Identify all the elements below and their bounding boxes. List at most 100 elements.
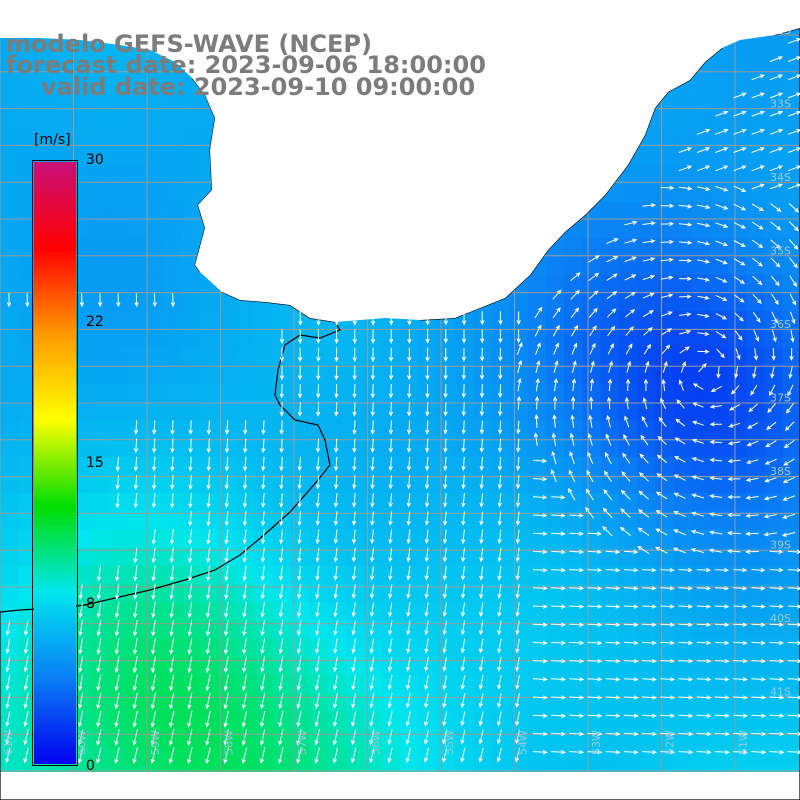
wind-cell [145, 384, 165, 403]
wind-arrowhead [461, 557, 466, 563]
wind-cell [309, 566, 329, 585]
wind-cell [564, 365, 583, 385]
wind-arrow [407, 565, 411, 580]
wind-cell [764, 438, 784, 458]
wind-arrowhead [591, 342, 596, 348]
wind-cell [455, 693, 474, 713]
wind-cell [782, 420, 800, 440]
wind-arrowhead [351, 721, 356, 728]
wind-cell [746, 38, 765, 57]
wind-arrowhead [589, 396, 594, 402]
wind-arrow [135, 438, 138, 453]
wind-arrowhead [151, 631, 156, 637]
wind-cell [382, 475, 401, 494]
wind-cell [582, 566, 602, 585]
wind-cell [145, 529, 165, 549]
wind-cell [764, 183, 784, 203]
wind-arrowhead [23, 630, 29, 636]
wind-arrow [535, 433, 538, 447]
wind-cell [236, 675, 256, 694]
wind-arrowhead [670, 749, 676, 755]
colorbar-tick-label: 15 [86, 455, 104, 471]
wind-cell [91, 693, 110, 713]
wind-cell [200, 456, 219, 476]
wind-arrow [206, 638, 211, 654]
wind-arrow [678, 732, 693, 735]
wind-arrowhead [554, 342, 559, 348]
wind-cell [18, 56, 37, 76]
wind-arrow [499, 493, 502, 507]
wind-cell [0, 693, 19, 713]
wind-arrow [569, 550, 583, 553]
wind-arrow [6, 692, 11, 708]
wind-cell [182, 311, 201, 330]
wind-arrow [551, 514, 565, 517]
wind-arrowhead [260, 685, 265, 692]
wind-arrowhead [515, 702, 520, 709]
wind-cell [309, 675, 329, 694]
wind-arrowhead [633, 549, 639, 555]
wind-arrowhead [406, 557, 411, 563]
wind-cell [418, 511, 438, 531]
wind-arrowhead [633, 713, 639, 718]
wind-arrow [79, 620, 83, 636]
wind-arrowhead [573, 342, 578, 348]
wind-arrowhead [746, 459, 752, 464]
wind-arrowhead [315, 448, 321, 454]
wind-arrowhead [579, 622, 585, 627]
wind-cell [691, 511, 711, 531]
wind-cell [254, 693, 274, 713]
wind-cell [782, 220, 800, 239]
wind-arrowhead [388, 393, 394, 399]
wind-arrowhead [579, 695, 585, 700]
wind-cell [527, 311, 547, 330]
wind-arrowhead [443, 375, 448, 381]
wind-arrowhead [5, 667, 10, 673]
wind-cell [746, 620, 765, 640]
wind-arrow [115, 747, 120, 763]
wind-cell [546, 438, 565, 458]
wind-cell [145, 202, 165, 221]
wind-arrowhead [560, 549, 566, 555]
wind-arrowhead [759, 74, 765, 79]
wind-cell [0, 711, 19, 731]
wind-arrowhead [615, 749, 621, 755]
wind-arrow [787, 641, 800, 644]
wind-arrow [315, 710, 320, 727]
latitude-label: 35S [770, 245, 791, 258]
wind-arrow [24, 729, 29, 745]
wind-arrowhead [535, 377, 540, 384]
wind-cell [127, 111, 147, 130]
wind-arrow [352, 583, 356, 598]
wind-arrow [696, 222, 710, 227]
wind-arrowhead [498, 338, 503, 344]
wind-arrow [261, 583, 265, 599]
wind-cell [782, 456, 800, 476]
wind-arrowhead [551, 450, 556, 456]
wind-arrowhead [691, 475, 697, 480]
wind-arrow [207, 565, 211, 581]
wind-cell [163, 92, 183, 112]
wind-arrowhead [316, 320, 321, 326]
wind-arrowhead [369, 739, 374, 746]
wind-arrow [752, 311, 761, 323]
wind-cell [418, 566, 438, 585]
wind-arrow [462, 584, 466, 598]
wind-arrowhead [188, 539, 193, 545]
wind-arrowhead [460, 575, 466, 581]
wind-cell [145, 584, 165, 603]
wind-arrow [770, 221, 781, 231]
wind-arrow [733, 129, 746, 135]
wind-arrow [728, 550, 741, 553]
wind-cell [309, 547, 329, 567]
wind-cell [236, 711, 256, 731]
wind-cell [145, 92, 165, 112]
wind-arrow [787, 569, 800, 571]
wind-arrowhead [533, 432, 539, 438]
wind-arrow [333, 729, 339, 745]
wind-arrowhead [406, 648, 411, 654]
wind-arrow [388, 693, 393, 708]
wind-arrow [426, 493, 429, 507]
wind-arrowhead [607, 378, 613, 384]
wind-arrowhead [573, 324, 579, 330]
